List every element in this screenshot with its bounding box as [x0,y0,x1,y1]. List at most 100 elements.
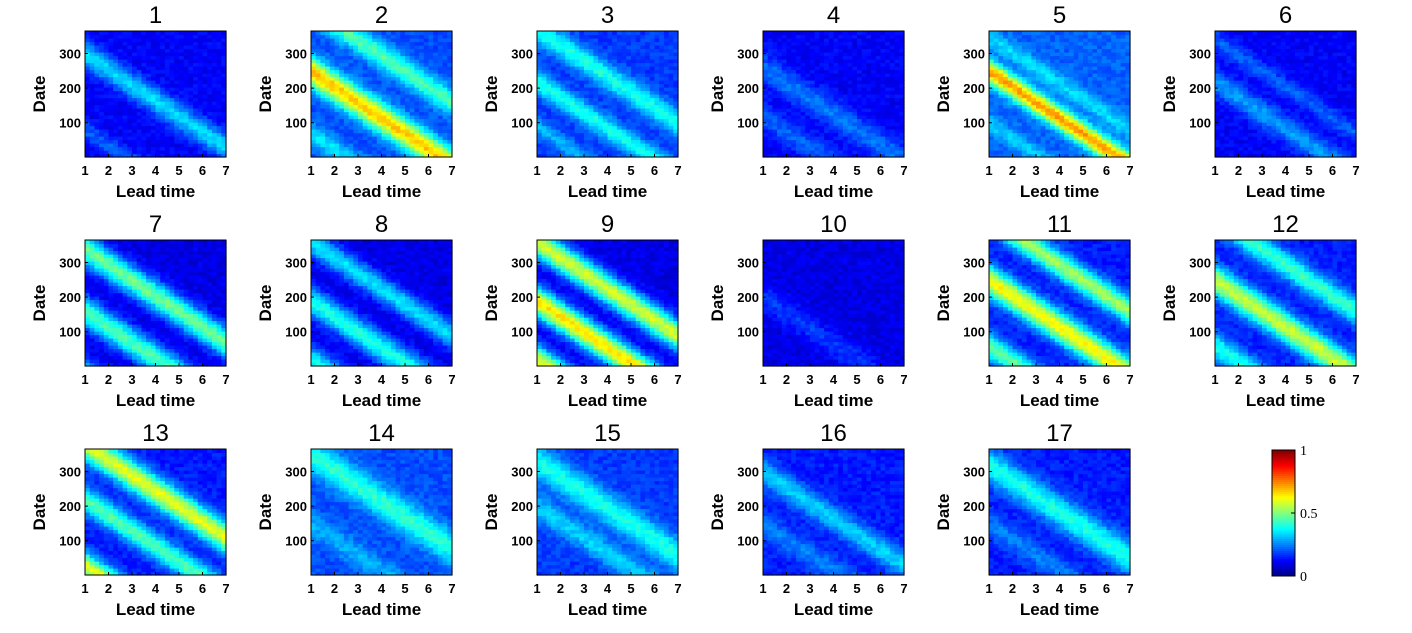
heatmap-cell [664,133,669,137]
heatmap-cell [1036,112,1041,116]
heatmap-cell [165,77,170,81]
heatmap-cell [316,91,321,95]
heatmap-cell [198,105,203,109]
heatmap-cell [664,108,669,112]
heatmap-cell [579,115,584,119]
heatmap-cell [636,66,641,70]
y-axis-label: Date [708,76,727,113]
heatmap-cell [419,45,424,49]
heatmap-cell [344,108,349,112]
heatmap-cell [862,63,867,67]
heatmap-cell [655,77,660,81]
heatmap-cell [782,143,787,147]
heatmap-cell [782,56,787,60]
heatmap-cell [782,122,787,126]
heatmap-cell [443,94,448,98]
heatmap-cell [561,66,566,70]
heatmap-cell [325,122,330,126]
heatmap-cell [1022,105,1027,109]
heatmap-cell [819,70,824,74]
heatmap-cell [871,45,876,49]
heatmap-cell [801,31,806,35]
heatmap-cell [179,66,184,70]
heatmap-cell [885,140,890,144]
heatmap-cell [429,126,434,130]
heatmap-cell [405,42,410,46]
heatmap-cell [146,129,151,133]
heatmap-cell [316,147,321,151]
heatmap-cell [113,143,118,147]
heatmap-cell [805,38,810,42]
heatmap-cell [184,115,189,119]
heatmap-cell [1055,73,1060,77]
heatmap-cell [989,101,994,105]
heatmap-cell [1022,31,1027,35]
heatmap-cell [848,119,853,123]
heatmap-cell [612,77,617,81]
heatmap-cell [546,112,551,116]
heatmap-cell [612,143,617,147]
heatmap-cell [396,42,401,46]
heatmap-cell [805,49,810,53]
heatmap-cell [537,66,542,70]
heatmap-cell [320,147,325,151]
heatmap-cell [1022,35,1027,39]
heatmap-cell [561,87,566,91]
heatmap-cell [320,66,325,70]
heatmap-cell [777,98,782,102]
heatmap-cell [857,59,862,63]
heatmap-cell [414,108,419,112]
heatmap-cell [890,70,895,74]
heatmap-cell [424,136,429,140]
heatmap-cell [777,91,782,95]
heatmap-cell [998,49,1003,53]
heatmap-cell [998,115,1003,119]
heatmap-cell [796,122,801,126]
heatmap-cell [184,91,189,95]
heatmap-cell [608,115,613,119]
heatmap-cell [424,122,429,126]
heatmap-cell [203,140,208,144]
heatmap-cell [551,45,556,49]
heatmap-cell [622,56,627,60]
heatmap-cell [118,143,123,147]
heatmap-cell [772,94,777,98]
heatmap-cell [349,77,354,81]
heatmap-cell [876,119,881,123]
heatmap-cell [94,52,99,56]
heatmap-cell [852,94,857,98]
heatmap-cell [852,133,857,137]
heatmap-cell [429,133,434,137]
heatmap-cell [179,150,184,154]
heatmap-cell [207,91,212,95]
heatmap-cell [664,119,669,123]
heatmap-cell [443,108,448,112]
heatmap-cell [1031,45,1036,49]
heatmap-cell [400,73,405,77]
heatmap-cell [424,73,429,77]
heatmap-cell [123,105,128,109]
heatmap-cell [895,80,900,84]
heatmap-cell [217,133,222,137]
heatmap-cell [424,38,429,42]
heatmap-cell [579,45,584,49]
heatmap-cell [109,108,114,112]
heatmap-cell [193,56,198,60]
heatmap-cell [805,112,810,116]
heatmap-cell [123,129,128,133]
heatmap-cell [537,52,542,56]
heatmap-cell [1060,101,1065,105]
heatmap-cell [396,126,401,130]
heatmap-cell [589,70,594,74]
heatmap-cell [866,31,871,35]
heatmap-cell [546,147,551,151]
heatmap-cell [640,73,645,77]
heatmap-cell [824,35,829,39]
heatmap-cell [862,73,867,77]
heatmap-cell [772,77,777,81]
heatmap-cell [772,105,777,109]
heatmap-cell [593,119,598,123]
heatmap-cell [593,136,598,140]
heatmap-cell [796,150,801,154]
heatmap-cell [655,150,660,154]
